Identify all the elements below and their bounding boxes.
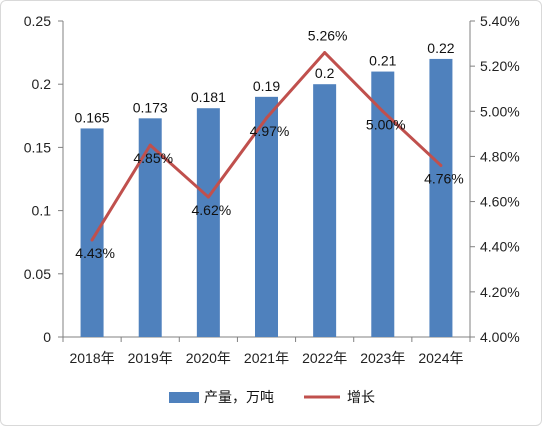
x-tick-label: 2024年 [418,350,463,366]
legend: 产量，万吨 增长 [169,390,375,406]
right-tick-label: 4.60% [480,194,520,210]
bar-value-label: 0.22 [427,40,454,56]
right-tick-label: 5.40% [480,13,520,29]
right-tick-label: 5.00% [480,103,520,119]
left-tick-label: 0.1 [32,203,52,219]
bar [138,118,162,337]
legend-label-line: 增长 [347,390,375,406]
line-point [148,143,152,147]
right-tick-label: 5.20% [480,58,520,74]
legend-swatch-bar [169,392,199,403]
axes: 0 0.05 0.1 0.15 0.2 0.25 4.00% 4.20% 4.40% 4.60% 4… [24,13,520,366]
legend-label-bar: 产量，万吨 [204,390,274,406]
bar-value-label: 0.173 [133,99,168,115]
data-labels: 0.165 0.173 0.181 0.19 0.2 0.21 0.22 4.43% 4.85%… [75,28,464,261]
right-tick-label: 4.00% [480,329,520,345]
bar-value-label: 0.21 [369,53,396,69]
line-point [323,51,327,55]
line-point [265,116,268,120]
bar-value-label: 0.2 [315,65,335,81]
left-tick-label: 0.05 [24,266,51,282]
line-point [439,163,443,167]
left-tick-label: 0.2 [32,76,52,92]
bar-value-label: 0.165 [75,109,110,125]
line-point [206,195,210,199]
bar [196,108,220,337]
x-tick-label: 2019年 [128,350,173,366]
x-tick-label: 2022年 [302,350,347,366]
line-value-label: 4.97% [250,123,290,139]
bar-series [80,58,453,338]
bar-value-label: 0.181 [191,89,226,105]
left-tick-label: 0 [43,329,51,345]
x-tick-label: 2018年 [69,350,114,366]
right-tick-label: 4.20% [480,284,520,300]
x-tick-label: 2023年 [360,350,405,366]
right-tick-label: 4.40% [480,239,520,255]
bar [80,128,104,337]
bar [429,58,453,338]
x-tick-label: 2021年 [244,350,289,366]
line-series [90,51,443,242]
bar [255,96,278,337]
line-point [90,238,94,242]
left-tick-label: 0.25 [24,13,51,29]
bar [371,71,395,337]
line-point [381,109,385,113]
line-value-label: 5.26% [308,28,348,44]
bar [313,84,337,337]
x-tick-label: 2020年 [186,350,231,366]
line-value-label: 4.85% [133,150,173,166]
right-tick-label: 4.80% [480,148,520,164]
bar-value-label: 0.19 [253,78,280,94]
left-tick-label: 0.15 [24,139,51,155]
line-value-label: 4.62% [192,202,232,218]
line-value-label: 5.00% [366,116,406,132]
line-value-label: 4.76% [424,170,464,186]
line-value-label: 4.43% [75,245,115,261]
